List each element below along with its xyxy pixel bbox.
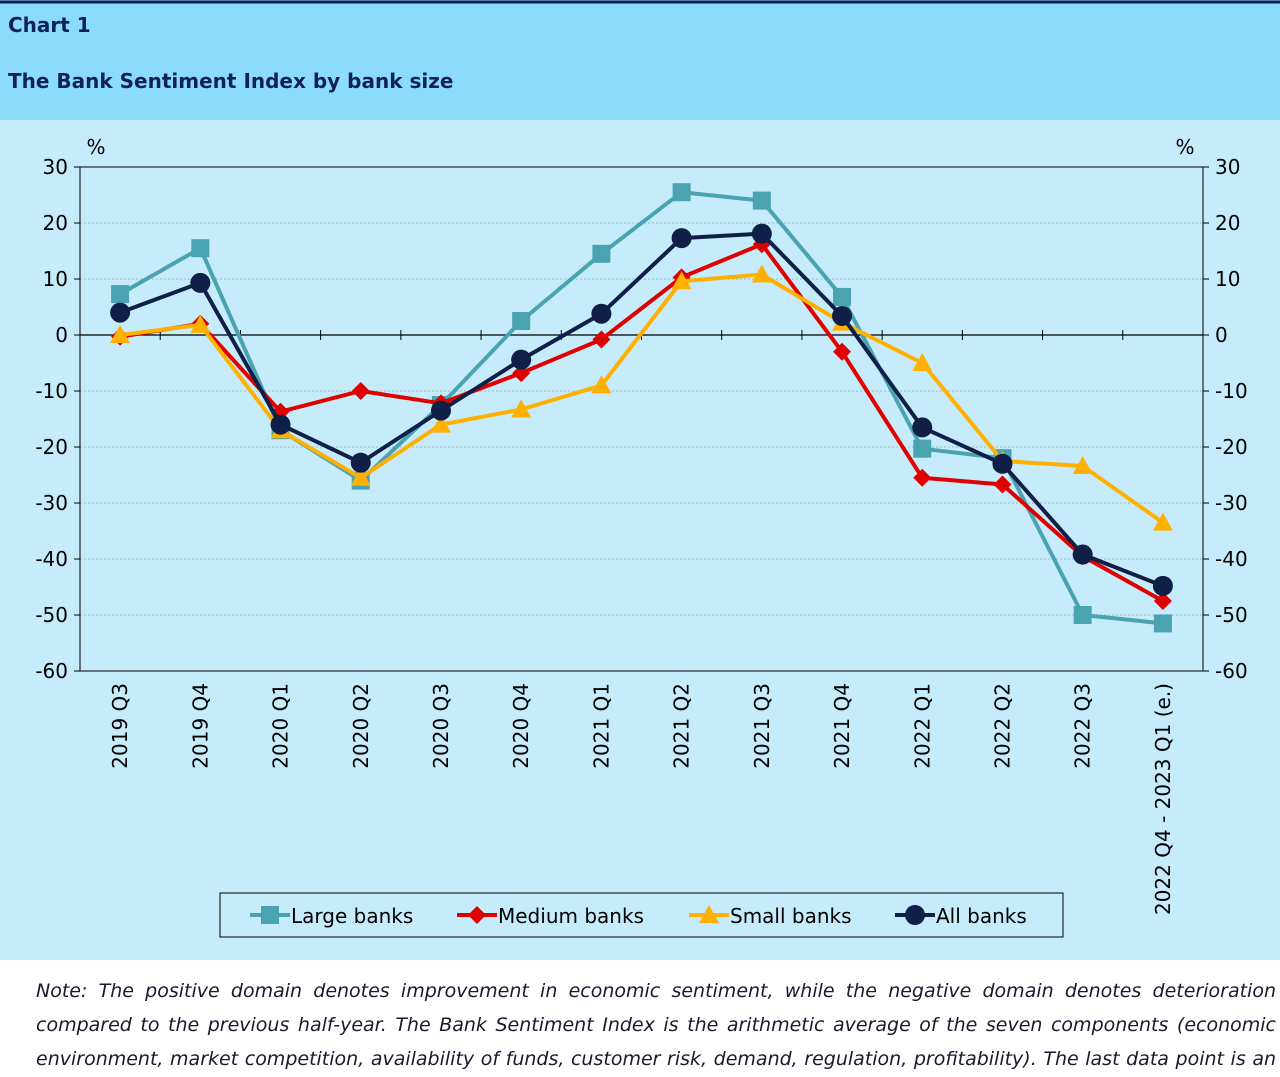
plot-area <box>80 167 1203 671</box>
y-tick-label: 0 <box>55 323 68 347</box>
y-tick-label: 30 <box>43 155 68 179</box>
y2-tick-label: -40 <box>1215 547 1248 571</box>
x-tick-label: 2021 Q2 <box>670 683 694 769</box>
marker <box>992 453 1013 474</box>
x-tick-label: 2019 Q3 <box>108 683 132 769</box>
x-tick-label: 2022 Q4 - 2023 Q1 (e.) <box>1151 683 1175 915</box>
marker <box>1072 456 1093 475</box>
marker <box>350 467 371 486</box>
x-tick-label: 2020 Q1 <box>269 683 293 769</box>
marker <box>430 400 451 421</box>
marker <box>1153 592 1172 610</box>
x-tick-label: 2022 Q3 <box>1071 683 1095 769</box>
y-axis-label: % <box>86 135 105 159</box>
marker <box>111 285 130 304</box>
y-tick-label: -20 <box>35 435 68 459</box>
series-line <box>119 231 1164 588</box>
marker <box>190 314 211 333</box>
x-tick-label: 2022 Q1 <box>910 683 934 769</box>
x-tick-label: 2020 Q3 <box>429 683 453 769</box>
marker <box>511 399 532 418</box>
marker <box>751 264 772 283</box>
marker <box>912 417 933 438</box>
note: Note: The positive domain denotes improv… <box>36 980 1276 1070</box>
marker <box>751 223 772 244</box>
x-tick-label: 2021 Q4 <box>830 683 854 769</box>
marker <box>110 302 131 323</box>
y-tick-label: -40 <box>35 547 68 571</box>
x-tick-label: 2021 Q3 <box>750 683 774 769</box>
marker <box>191 239 210 258</box>
y2-axis-label: % <box>1175 135 1194 159</box>
series-line <box>119 272 1165 525</box>
marker <box>833 287 852 306</box>
marker <box>592 244 611 263</box>
marker <box>350 452 371 473</box>
marker <box>190 272 211 293</box>
y-tick-label: -10 <box>35 379 68 403</box>
x-tick-label: 2022 Q2 <box>990 683 1014 769</box>
y-tick-label: -50 <box>35 603 68 627</box>
marker <box>591 303 612 324</box>
y2-tick-label: 0 <box>1215 323 1228 347</box>
plot-frame <box>79 166 1204 672</box>
marker <box>512 312 531 330</box>
legend-label: All banks <box>936 904 1027 928</box>
marker <box>1073 606 1092 624</box>
marker <box>752 191 771 210</box>
x-tick-label: 2020 Q2 <box>349 683 373 769</box>
y-tick-label: 10 <box>43 267 68 291</box>
legend: Large banks Medium banks Small banks All ba… <box>219 892 1064 938</box>
y2-tick-label: 30 <box>1215 155 1240 179</box>
chart: Chart 1 The Bank Sentiment Index by bank… <box>0 0 1280 960</box>
marker <box>1072 544 1093 565</box>
marker <box>468 906 486 924</box>
marker <box>672 183 691 202</box>
y-tick-label: 20 <box>43 211 68 235</box>
legend-label: Small banks <box>730 904 852 928</box>
marker <box>905 905 925 925</box>
marker <box>832 305 853 326</box>
chart-title: The Bank Sentiment Index by bank size <box>8 69 453 93</box>
series-line <box>119 242 1164 603</box>
y-tick-label: -60 <box>35 659 68 683</box>
marker <box>1153 614 1172 633</box>
marker <box>671 228 692 249</box>
x-tick-label: 2021 Q1 <box>589 683 613 769</box>
y2-tick-label: -10 <box>1215 379 1248 403</box>
x-tick-label: 2019 Q4 <box>188 683 212 769</box>
marker <box>110 325 131 343</box>
marker <box>1152 575 1173 596</box>
chart-number: Chart 1 <box>8 13 91 37</box>
header-band <box>0 0 1280 120</box>
marker <box>913 439 932 458</box>
marker <box>912 353 933 371</box>
marker <box>261 906 279 924</box>
y2-tick-label: 10 <box>1215 267 1240 291</box>
marker <box>511 349 532 370</box>
marker <box>270 414 291 435</box>
marker <box>913 468 932 487</box>
marker <box>430 414 451 433</box>
marker <box>1152 512 1173 531</box>
y2-tick-label: -60 <box>1215 659 1248 683</box>
y2-tick-label: 20 <box>1215 211 1240 235</box>
y2-tick-label: -50 <box>1215 603 1248 627</box>
marker <box>671 271 692 290</box>
marker <box>592 330 611 349</box>
x-tick-label: 2020 Q4 <box>509 683 533 769</box>
series <box>110 223 1173 596</box>
legend-label: Medium banks <box>498 904 644 928</box>
y-tick-label: -30 <box>35 491 68 515</box>
y2-tick-label: -20 <box>1215 435 1248 459</box>
marker <box>512 364 531 383</box>
marker <box>993 475 1012 494</box>
marker <box>591 375 612 394</box>
marker <box>699 905 719 923</box>
marker <box>833 342 852 361</box>
legend-label: Large banks <box>291 904 413 928</box>
y2-tick-label: -30 <box>1215 491 1248 515</box>
marker <box>351 382 370 400</box>
